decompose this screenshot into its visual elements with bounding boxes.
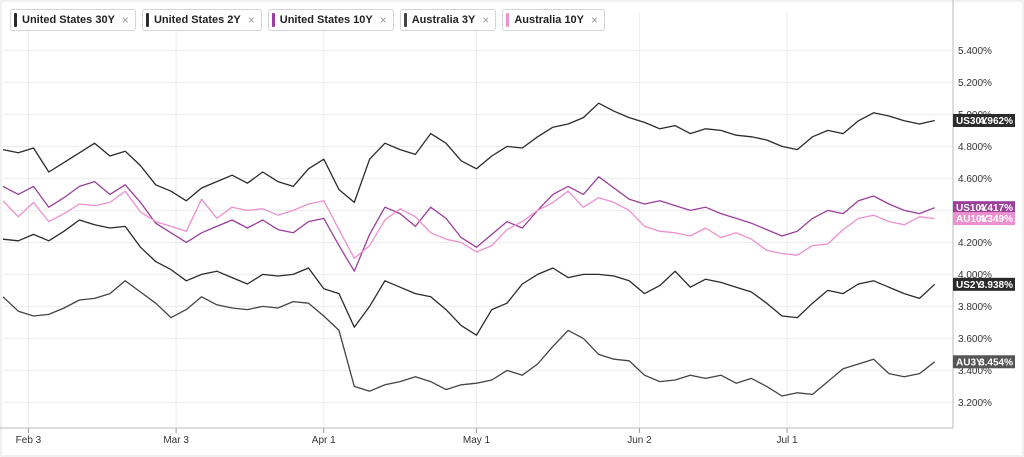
last-value-tag-value: 4.962% bbox=[979, 116, 1013, 127]
last-value-tag-value: 4.417% bbox=[979, 203, 1013, 214]
last-value-tag-bg bbox=[953, 355, 1015, 369]
y-tick-label: 3.600% bbox=[958, 334, 992, 345]
axes: 5.400%5.200%5.000%4.800%4.600%4.400%4.20… bbox=[0, 0, 992, 446]
y-tick-label: 5.200% bbox=[958, 78, 992, 89]
y-tick-label: 4.600% bbox=[958, 174, 992, 185]
close-icon[interactable]: × bbox=[482, 13, 490, 27]
series-line-us30y bbox=[2, 102, 935, 204]
legend-chip[interactable]: United States 2Y × bbox=[141, 9, 262, 31]
last-value-tag-bg bbox=[953, 113, 1015, 127]
y-tick-label: 3.800% bbox=[958, 302, 992, 313]
legend-swatch bbox=[271, 13, 275, 27]
y-tick-label: 5.400% bbox=[958, 46, 992, 57]
legend-label: United States 10Y bbox=[279, 14, 373, 26]
series-line-au3y bbox=[2, 280, 936, 397]
close-icon[interactable]: × bbox=[121, 13, 129, 27]
last-value-tag-name: US2Y bbox=[956, 280, 982, 291]
last-value-tag-bg bbox=[953, 277, 1015, 291]
series-line-us2y bbox=[2, 219, 936, 336]
last-value-tag-value: 3.938% bbox=[979, 280, 1013, 291]
last-value-tag-name: AU10Y bbox=[956, 214, 989, 225]
legend-chip[interactable]: United States 30Y × bbox=[10, 9, 136, 31]
x-tick-label: Jul 1 bbox=[777, 435, 799, 446]
last-value-tag-value: 4.349% bbox=[979, 214, 1013, 225]
legend-chip[interactable]: Australia 3Y × bbox=[399, 9, 497, 31]
legend-label: United States 30Y bbox=[22, 14, 115, 26]
x-tick-label: Feb 3 bbox=[16, 435, 42, 446]
close-icon[interactable]: × bbox=[591, 13, 599, 27]
x-tick-label: Mar 3 bbox=[163, 435, 189, 446]
last-value-tag-value: 3.454% bbox=[979, 357, 1013, 368]
y-tick-label: 3.200% bbox=[958, 398, 992, 409]
last-value-tag-name: US10Y bbox=[956, 203, 988, 214]
y-tick-label: 4.000% bbox=[958, 270, 992, 281]
legend-chip[interactable]: Australia 10Y × bbox=[502, 9, 606, 31]
gridlines bbox=[3, 12, 953, 428]
legend-swatch bbox=[506, 13, 510, 27]
series-line-au10y bbox=[2, 190, 935, 260]
x-tick-label: May 1 bbox=[463, 435, 491, 446]
legend-label: Australia 10Y bbox=[514, 14, 585, 26]
x-tick-label: Apr 1 bbox=[312, 435, 336, 446]
x-tick-label: Jun 2 bbox=[627, 435, 652, 446]
last-value-tag-name: AU3Y bbox=[956, 357, 983, 368]
legend-label: United States 2Y bbox=[153, 14, 241, 26]
legend-chip[interactable]: United States 10Y × bbox=[267, 9, 394, 31]
y-tick-label: 4.800% bbox=[958, 142, 992, 153]
legend-label: Australia 3Y bbox=[411, 14, 476, 26]
last-value-tag-name: US30Y bbox=[956, 116, 988, 127]
last-value-tag-bg bbox=[953, 201, 1015, 215]
legend-swatch bbox=[145, 13, 149, 27]
close-icon[interactable]: × bbox=[379, 13, 387, 27]
y-tick-label: 3.400% bbox=[958, 366, 992, 377]
last-value-tag-bg bbox=[953, 212, 1015, 226]
series-lines bbox=[2, 102, 936, 397]
legend-swatch bbox=[403, 13, 407, 27]
series-line-us10y bbox=[2, 176, 935, 272]
close-icon[interactable]: × bbox=[247, 13, 255, 27]
legend: United States 30Y × United States 2Y × Unite… bbox=[10, 9, 606, 31]
y-tick-label: 4.200% bbox=[958, 238, 992, 249]
legend-swatch bbox=[14, 13, 17, 27]
